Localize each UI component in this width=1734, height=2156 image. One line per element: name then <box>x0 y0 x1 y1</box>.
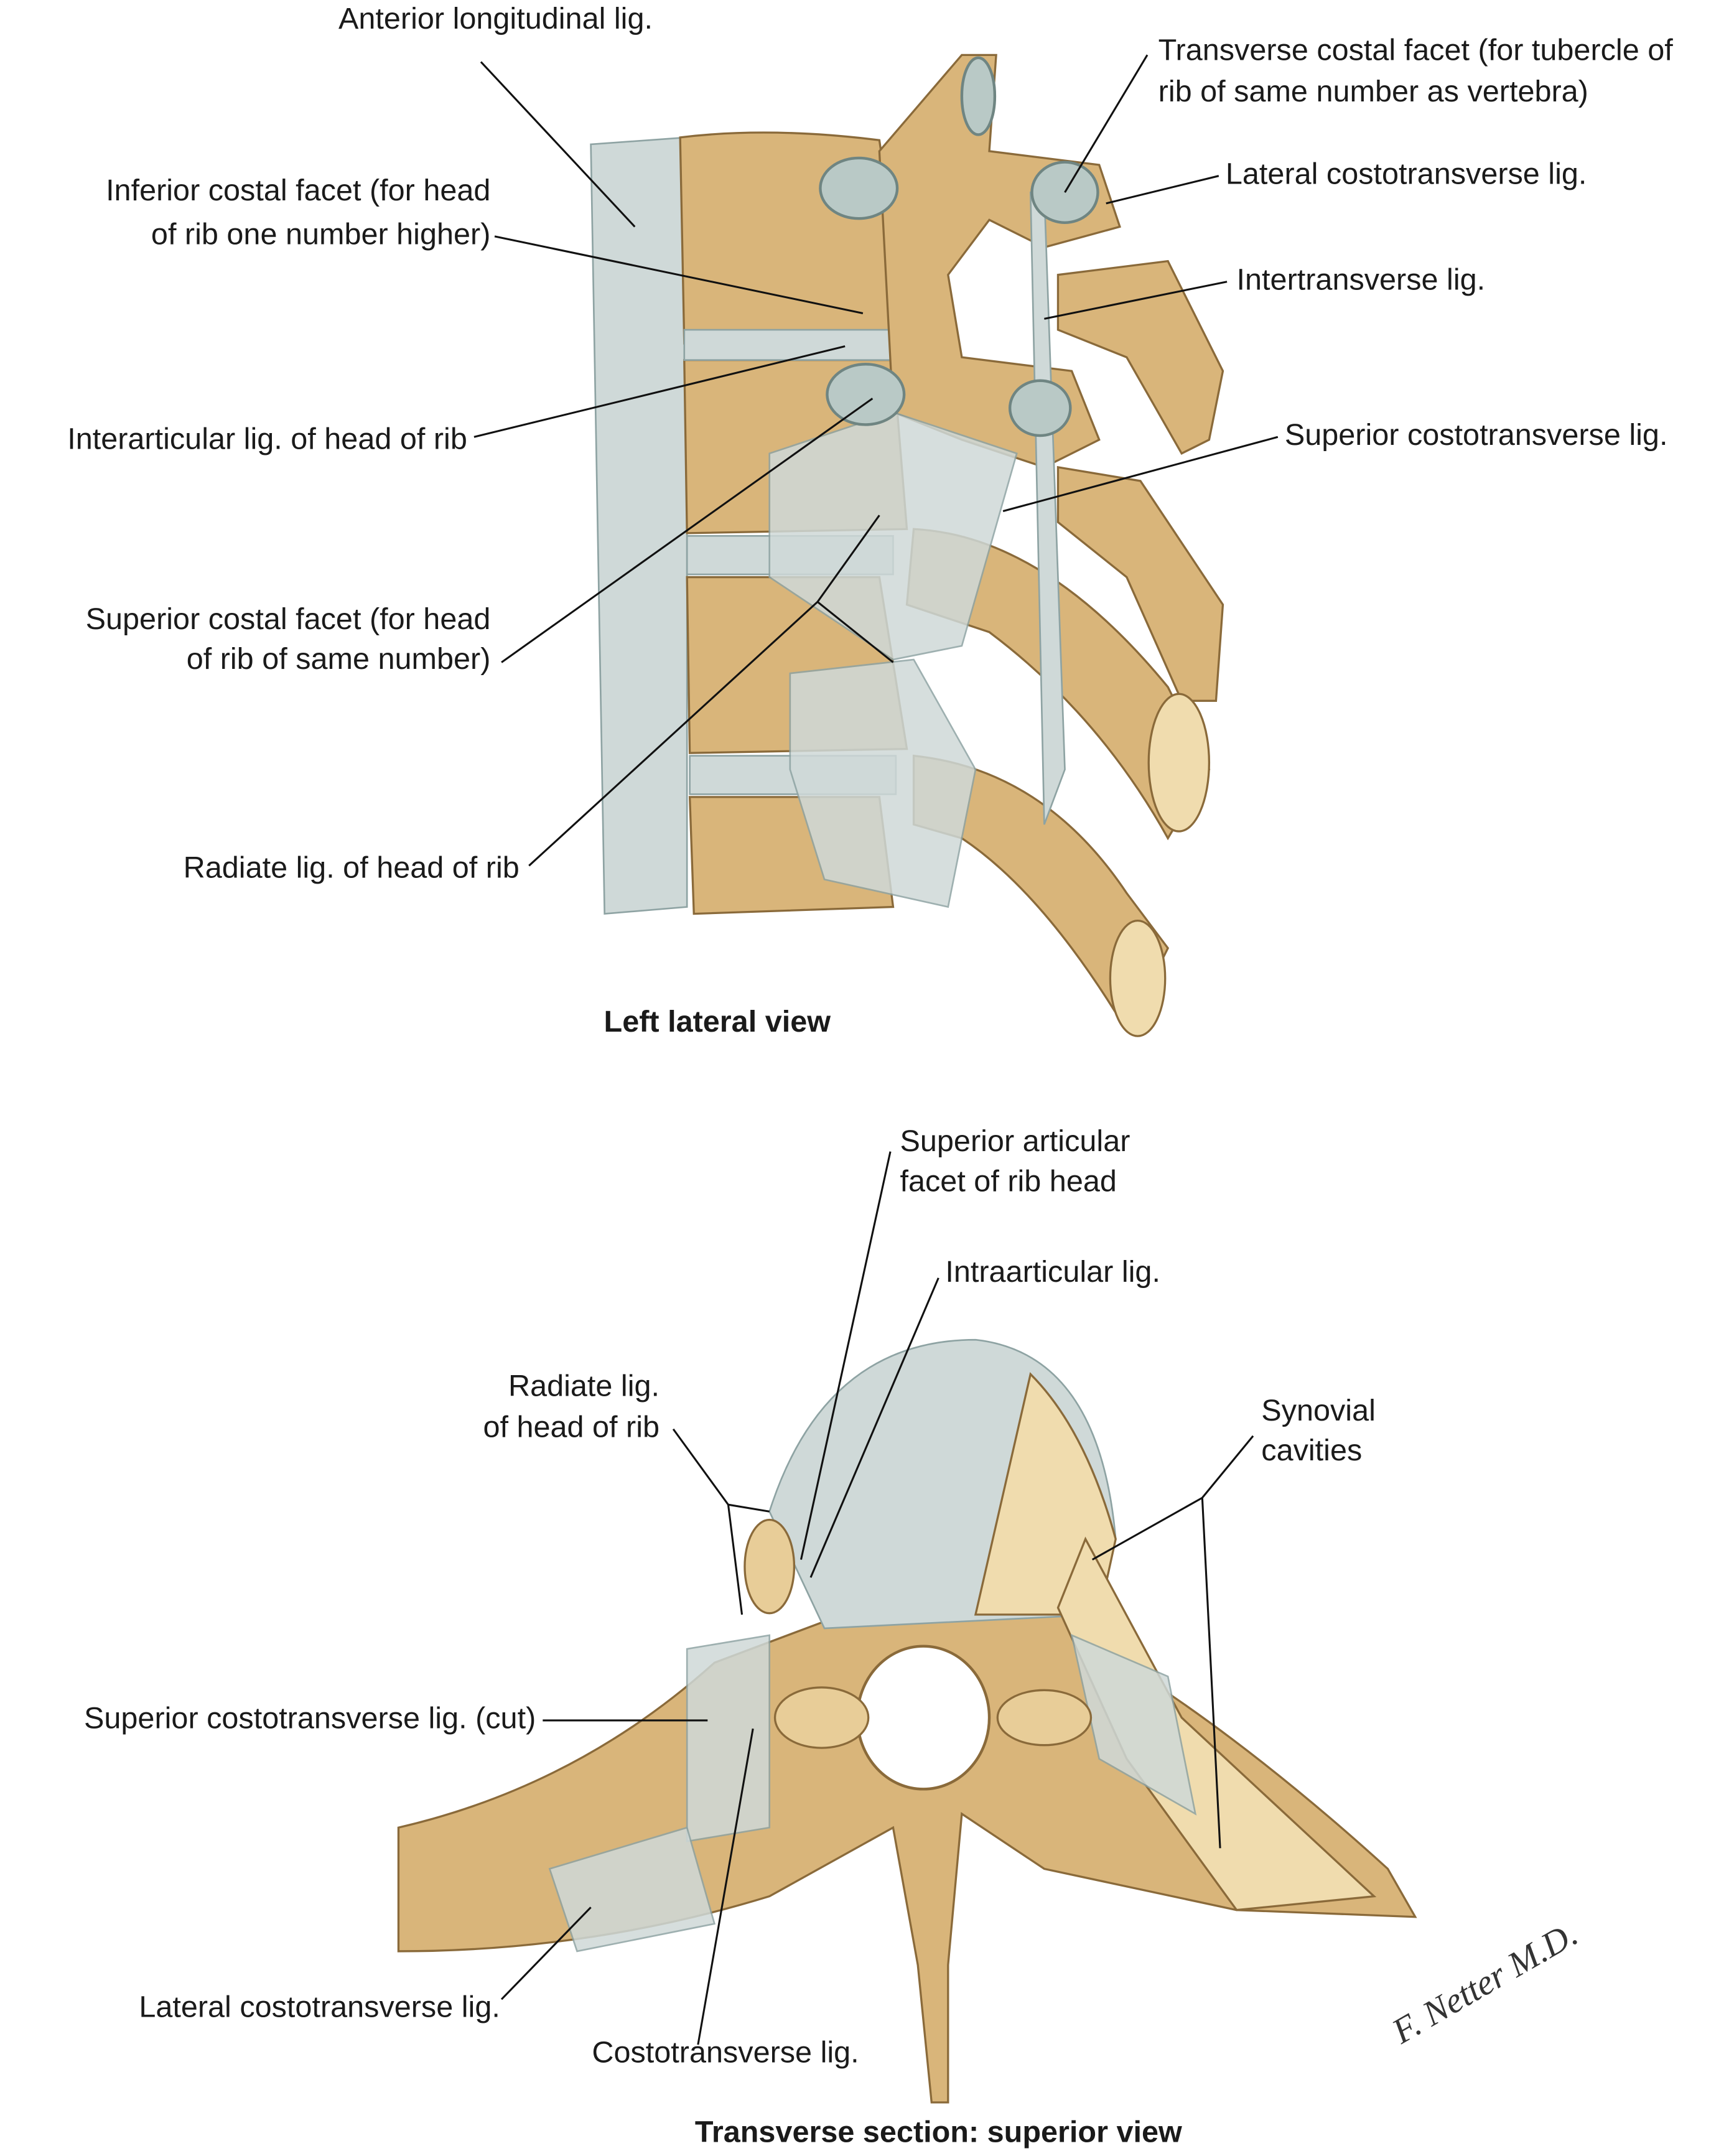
label: Radiate lig. <box>508 1369 660 1402</box>
label: Transverse costal facet (for tubercle of <box>1158 34 1674 67</box>
anterior-ligament <box>590 136 688 915</box>
label: Superior costal facet (for head <box>86 602 491 636</box>
label: Anterior longitudinal lig. <box>338 2 653 35</box>
label: facet of rib head <box>900 1164 1117 1198</box>
leader <box>1106 175 1219 205</box>
disc <box>683 329 898 361</box>
label: Superior costotransverse lig. <box>1285 418 1668 452</box>
vertebral-arch <box>878 54 1121 469</box>
facet <box>1008 379 1072 437</box>
facet <box>960 56 997 136</box>
rib-section <box>1147 693 1211 833</box>
leader <box>1091 1435 1254 1849</box>
leader <box>1002 436 1279 513</box>
leader <box>500 1906 592 2000</box>
signature: F. Netter M.D. <box>1385 1914 1584 2051</box>
radiate-ligament <box>789 658 977 908</box>
label: Costotransverse lig. <box>592 2035 859 2069</box>
label: Lateral costotransverse lig. <box>139 1990 500 2024</box>
rib <box>1056 259 1224 455</box>
leader <box>473 345 846 438</box>
leader <box>672 1428 770 1615</box>
label: Intraarticular lig. <box>945 1255 1160 1289</box>
label: Radiate lig. of head of rib <box>184 851 520 885</box>
leader <box>1064 54 1149 193</box>
label: of rib of same number) <box>187 642 491 676</box>
caption: Transverse section: superior view <box>695 2115 1182 2149</box>
leader-lines <box>473 54 1279 2045</box>
leader <box>809 1277 939 1578</box>
label: cavities <box>1261 1434 1362 1467</box>
facet <box>826 363 906 426</box>
lateral-view-drawing <box>590 54 1224 1037</box>
label: of rib one number higher) <box>151 218 490 251</box>
label: rib of same number as vertebra) <box>1158 75 1588 108</box>
label: Lateral costotransverse lig. <box>1226 157 1587 191</box>
label: Interarticular lig. of head of rib <box>67 422 467 456</box>
rib-head <box>773 1686 870 1749</box>
leader <box>501 398 874 663</box>
leader <box>1044 281 1228 320</box>
leader <box>480 61 636 228</box>
leader <box>494 235 864 315</box>
rib-head <box>996 1689 1093 1747</box>
label: of head of rib <box>483 1411 660 1444</box>
leader <box>528 515 894 867</box>
costotransverse-ligament <box>686 1634 771 1842</box>
rib-section <box>1109 919 1167 1037</box>
label: Superior articular <box>900 1124 1130 1158</box>
caption: Left lateral view <box>604 1005 831 1038</box>
label: Superior costotransverse lig. (cut) <box>84 1702 536 1735</box>
leader <box>799 1151 892 1560</box>
label: Inferior costal facet (for head <box>106 174 490 207</box>
label: Intertransverse lig. <box>1237 263 1486 297</box>
facet <box>819 156 899 220</box>
lateral-ligament <box>548 1826 716 1953</box>
rib-head <box>743 1518 796 1615</box>
label: Synovial <box>1261 1394 1376 1427</box>
vertebral-foramen <box>855 1645 991 1791</box>
leader <box>697 1728 754 2045</box>
rib <box>1056 465 1224 702</box>
